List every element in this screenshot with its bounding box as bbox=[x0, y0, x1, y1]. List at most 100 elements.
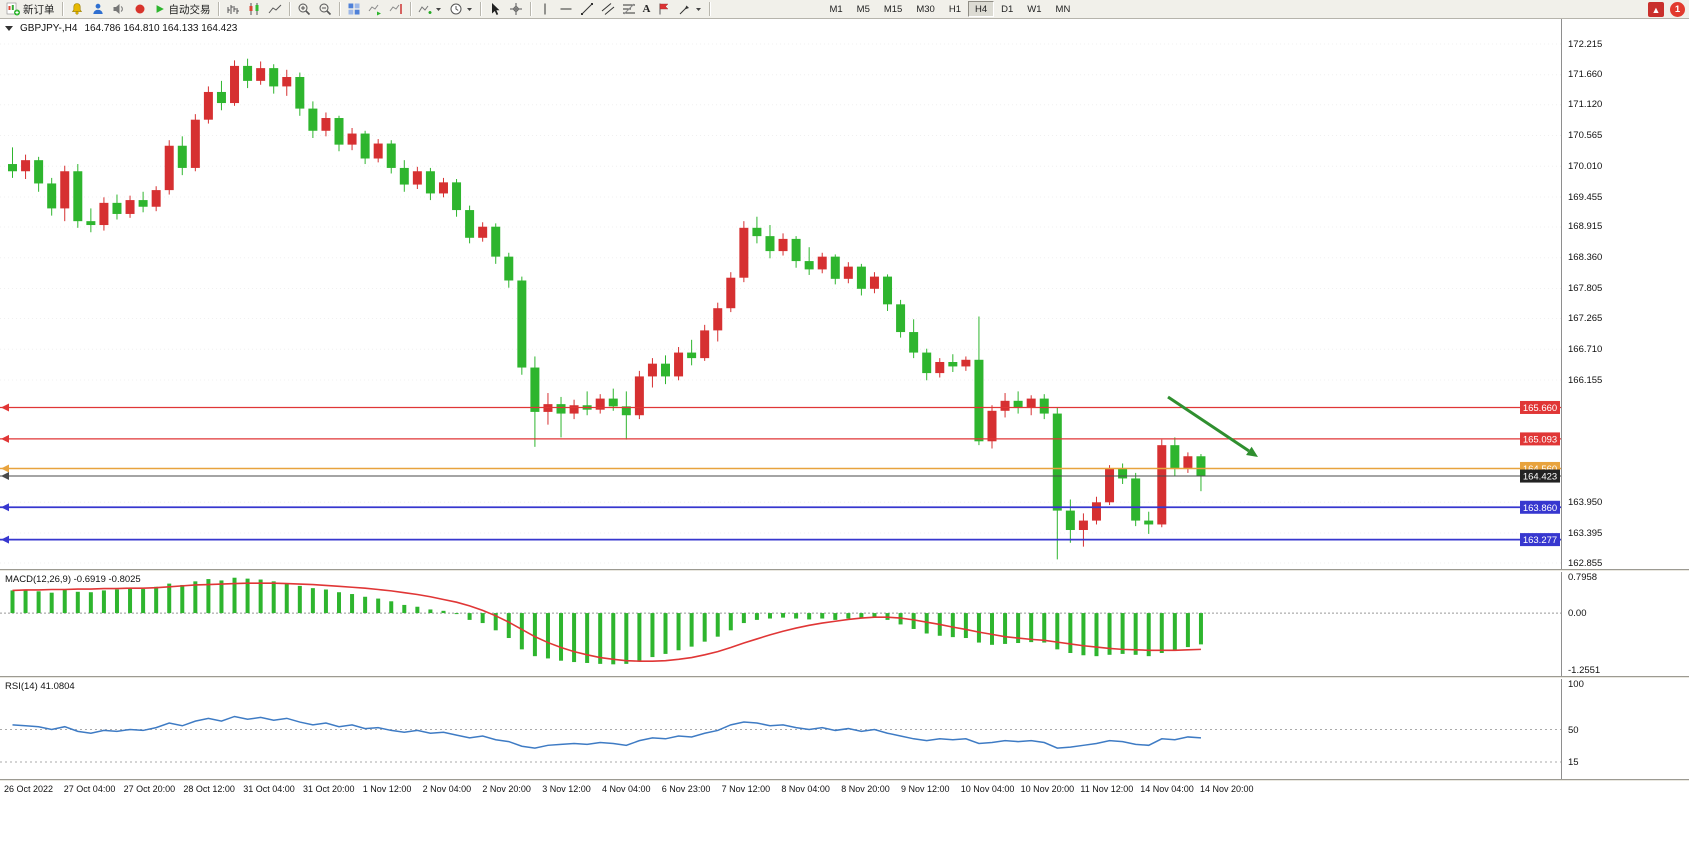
horizontal-line-button[interactable] bbox=[556, 1, 576, 18]
bar-chart-button[interactable] bbox=[223, 1, 243, 18]
chart-shift-icon bbox=[389, 4, 402, 14]
zoom-out-icon bbox=[319, 3, 331, 16]
toolbar-separator bbox=[288, 2, 290, 16]
person-icon bbox=[92, 3, 103, 14]
level-marker-icon bbox=[1, 464, 9, 473]
candles bbox=[8, 58, 1206, 560]
time-axis-label: 2 Nov 20:00 bbox=[482, 784, 531, 794]
ohlc-values: 164.786 164.810 164.133 164.423 bbox=[84, 23, 238, 34]
price-axis-label: 171.660 bbox=[1568, 69, 1603, 81]
tf-D1[interactable]: D1 bbox=[1001, 3, 1014, 15]
auto-scroll-icon bbox=[368, 4, 381, 16]
price-axis-label: 169.455 bbox=[1568, 191, 1603, 203]
channel-icon bbox=[601, 3, 614, 15]
zoom-in-button[interactable] bbox=[294, 1, 314, 18]
tf-H4[interactable]: H4 bbox=[967, 1, 995, 17]
time-axis-label: 11 Nov 12:00 bbox=[1080, 784, 1134, 794]
support-button[interactable] bbox=[88, 1, 108, 18]
auto-trade-button[interactable]: 自动交易 bbox=[151, 1, 214, 18]
price-badge bbox=[1520, 533, 1560, 547]
panel-splitter[interactable] bbox=[0, 676, 1689, 679]
tf-W1[interactable]: W1 bbox=[1027, 3, 1042, 15]
cursor-button[interactable] bbox=[485, 1, 505, 18]
price-axis-label: 172.215 bbox=[1568, 38, 1603, 50]
indicators-icon bbox=[418, 5, 431, 14]
rsi-panel[interactable]: RSI(14) 41.0804 bbox=[0, 679, 1561, 779]
tf-M30[interactable]: M30 bbox=[916, 3, 935, 15]
price-axis-label: 162.855 bbox=[1568, 557, 1603, 569]
price-axis[interactable]: 172.215 171.660 171.120 170.565 170.010 169.4… bbox=[1561, 19, 1689, 569]
vertical-line-icon bbox=[544, 3, 545, 15]
price-axis-label: 171.120 bbox=[1568, 99, 1603, 111]
time-axis-label: 3 Nov 12:00 bbox=[542, 784, 591, 794]
time-axis-label: 31 Oct 20:00 bbox=[303, 784, 355, 794]
level-marker-icon bbox=[1, 535, 9, 544]
fibonacci-button[interactable] bbox=[619, 1, 639, 18]
macd-axis: 0.7958 0.00 -1.2551 bbox=[1561, 572, 1689, 676]
crosshair-icon bbox=[509, 3, 522, 15]
price-axis-label: 163.395 bbox=[1568, 527, 1603, 539]
arrows-tool-button[interactable] bbox=[675, 1, 705, 18]
auto-trade-label: 自动交易 bbox=[168, 3, 211, 16]
autotrade-status-button[interactable] bbox=[130, 1, 150, 18]
vertical-line-button[interactable] bbox=[535, 1, 555, 18]
chevron-down-icon bbox=[435, 8, 441, 11]
time-axis-label: 6 Nov 23:00 bbox=[661, 784, 711, 794]
time-axis-label: 28 Oct 12:00 bbox=[183, 784, 235, 794]
chart-shift-button[interactable] bbox=[386, 1, 406, 18]
play-icon bbox=[156, 5, 164, 13]
sound-button[interactable] bbox=[109, 1, 129, 18]
line-chart-button[interactable] bbox=[265, 1, 285, 18]
toolbar-separator bbox=[529, 2, 531, 16]
text-tool-button[interactable]: A bbox=[640, 1, 654, 18]
fibonacci-icon bbox=[622, 3, 635, 15]
channel-button[interactable] bbox=[598, 1, 618, 18]
time-axis-label: 27 Oct 20:00 bbox=[123, 784, 176, 794]
candle-chart-button[interactable] bbox=[244, 1, 264, 18]
level-marker-icon bbox=[1, 403, 9, 412]
new-order-button[interactable]: 新订单 bbox=[3, 1, 58, 18]
tf-M5[interactable]: M5 bbox=[856, 3, 870, 15]
chart-plot[interactable]: 165.660 165.093 164.560 164.423 163.860 163.2… bbox=[0, 19, 1561, 569]
symbol-dropdown-icon[interactable] bbox=[5, 26, 13, 31]
periods-button[interactable] bbox=[446, 1, 476, 18]
panel-splitter[interactable] bbox=[0, 569, 1689, 572]
speaker-icon bbox=[113, 4, 123, 14]
time-axis-label: 2 Nov 04:00 bbox=[422, 784, 472, 794]
toolbar-separator bbox=[479, 2, 481, 16]
indicators-button[interactable] bbox=[415, 1, 445, 18]
toolbar-separator bbox=[709, 2, 711, 16]
rsi-axis-label: 50 bbox=[1568, 724, 1579, 736]
chart-symbol-header: GBPJPY-,H4 164.786 164.810 164.133 164.4… bbox=[5, 23, 237, 34]
price-axis-label: 167.805 bbox=[1568, 283, 1603, 295]
text-label-button[interactable] bbox=[654, 1, 674, 18]
text-tool-label: A bbox=[642, 3, 651, 15]
tile-windows-button[interactable] bbox=[344, 1, 364, 18]
tf-M1[interactable]: M1 bbox=[829, 3, 843, 15]
crosshair-button[interactable] bbox=[506, 1, 526, 18]
trendline-button[interactable] bbox=[577, 1, 597, 18]
zoom-out-button[interactable] bbox=[315, 1, 335, 18]
trendline-icon bbox=[580, 3, 593, 15]
tf-MN[interactable]: MN bbox=[1055, 3, 1071, 15]
auto-scroll-button[interactable] bbox=[365, 1, 385, 18]
time-axis-label: 31 Oct 04:00 bbox=[243, 784, 295, 794]
tile-windows-icon bbox=[348, 3, 359, 15]
time-axis: 26 Oct 2022 27 Oct 04:00 27 Oct 20:00 28 Oc… bbox=[0, 784, 1689, 798]
panel-splitter[interactable] bbox=[0, 779, 1689, 782]
toolbar-separator bbox=[338, 2, 340, 16]
macd-axis-label: 0.00 bbox=[1568, 608, 1587, 620]
alerts-button[interactable] bbox=[67, 1, 87, 18]
tf-M15[interactable]: M15 bbox=[883, 3, 903, 15]
macd-panel[interactable]: MACD(12,26,9) -0.6919 -0.8025 bbox=[0, 572, 1561, 676]
time-axis-label: 10 Nov 20:00 bbox=[1020, 784, 1075, 794]
price-axis-label: 170.565 bbox=[1568, 129, 1603, 141]
time-axis-label: 8 Nov 04:00 bbox=[781, 784, 830, 794]
notification-badge[interactable]: 1 bbox=[1670, 2, 1685, 17]
price-axis-label: 166.155 bbox=[1568, 374, 1603, 386]
zoom-in-icon bbox=[298, 3, 310, 16]
price-axis-label: 168.915 bbox=[1568, 221, 1603, 233]
alert-icon[interactable]: ▲ bbox=[1648, 2, 1664, 17]
tf-H1[interactable]: H1 bbox=[948, 3, 961, 15]
price-badge bbox=[1520, 400, 1560, 414]
